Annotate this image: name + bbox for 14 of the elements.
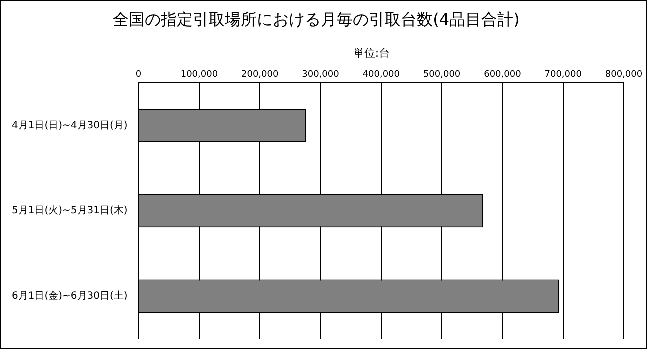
- x-tick-label: 400,000: [362, 70, 400, 80]
- x-tick-label: 0: [136, 70, 142, 80]
- text: 単位:台: [353, 47, 390, 60]
- x-tick-label: 200,000: [241, 70, 279, 80]
- x-tick-label: 500,000: [423, 70, 461, 80]
- y-tick-label: 5月1日(火)~5月31日(木): [12, 204, 128, 217]
- x-tick-label: 300,000: [302, 70, 340, 80]
- y-tick-label: 6月1日(金)~6月30日(土): [12, 290, 128, 302]
- x-tick-label: 700,000: [544, 70, 582, 80]
- x-tick-label: 600,000: [484, 70, 522, 80]
- x-tick-label: 100,000: [180, 70, 218, 80]
- x-tick-label: 800,000: [605, 70, 643, 80]
- chart-title: 全国の指定引取場所における月毎の引取台数(4品目合計): [113, 10, 520, 29]
- y-tick-label: 4月1日(日)~4月30日(月): [12, 120, 128, 132]
